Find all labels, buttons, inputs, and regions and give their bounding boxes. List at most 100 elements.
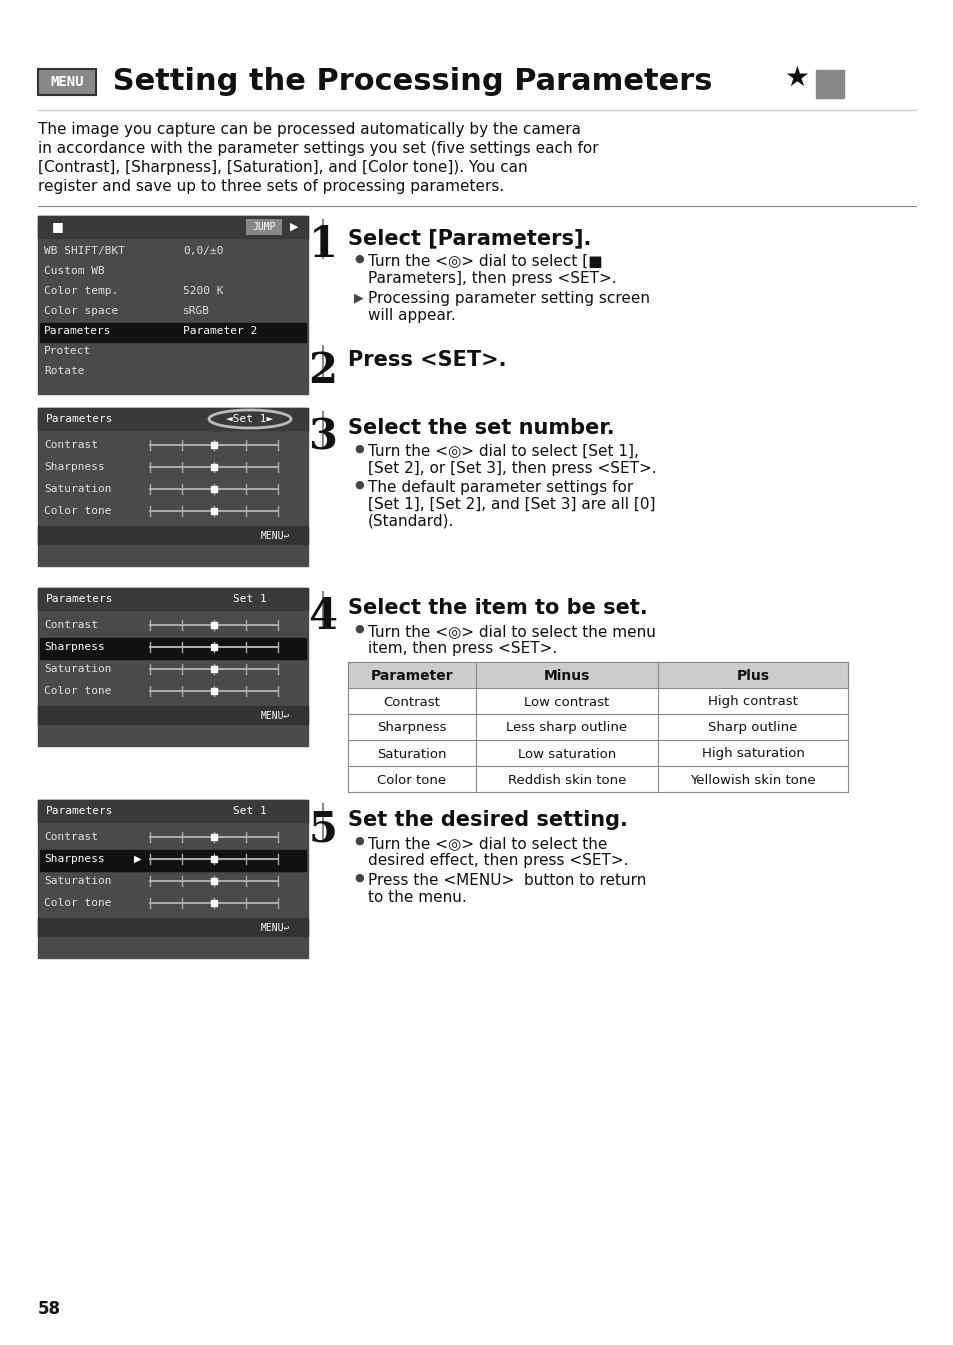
Bar <box>40 323 306 342</box>
Text: Sharpness: Sharpness <box>44 461 105 472</box>
Text: ●: ● <box>354 480 363 490</box>
Text: Less sharp outline: Less sharp outline <box>506 721 627 734</box>
Text: ●: ● <box>354 873 363 884</box>
Text: Contrast: Contrast <box>44 620 98 629</box>
Text: Turn the <◎> dial to select the: Turn the <◎> dial to select the <box>368 837 607 851</box>
Text: Color tone: Color tone <box>44 506 112 516</box>
Text: Color temp.: Color temp. <box>44 286 118 296</box>
Text: WB SHIFT/BKT: WB SHIFT/BKT <box>44 246 125 256</box>
Text: Saturation: Saturation <box>44 484 112 494</box>
Text: ●: ● <box>354 624 363 633</box>
Bar <box>40 638 306 659</box>
Text: Plus: Plus <box>736 668 769 683</box>
Text: Color tone: Color tone <box>44 898 112 908</box>
Text: JUMP: JUMP <box>252 222 275 231</box>
Text: Color space: Color space <box>44 307 118 316</box>
Text: Minus: Minus <box>543 668 590 683</box>
Text: will appear.: will appear. <box>368 308 456 323</box>
Text: Parameters], then press <SET>.: Parameters], then press <SET>. <box>368 270 616 286</box>
Text: 5: 5 <box>308 808 337 850</box>
Text: 0,0/±0: 0,0/±0 <box>183 246 223 256</box>
Text: ◄Set 1►: ◄Set 1► <box>226 414 274 424</box>
Bar <box>246 219 282 235</box>
Text: MENU↩: MENU↩ <box>260 531 290 541</box>
Text: Contrast: Contrast <box>383 695 440 709</box>
Text: sRGB: sRGB <box>183 307 210 316</box>
Bar <box>348 767 847 792</box>
Text: Select the item to be set.: Select the item to be set. <box>348 599 647 617</box>
Bar <box>38 800 308 822</box>
Bar <box>38 217 308 238</box>
Text: ●: ● <box>354 837 363 846</box>
Text: Parameters: Parameters <box>44 325 112 336</box>
Text: MENU: MENU <box>51 75 84 89</box>
Text: in accordance with the parameter settings you set (five settings each for: in accordance with the parameter setting… <box>38 141 598 156</box>
Text: to the menu.: to the menu. <box>368 890 466 905</box>
Text: MENU↩: MENU↩ <box>260 923 290 933</box>
Text: Parameter: Parameter <box>371 668 453 683</box>
Text: 1: 1 <box>308 225 337 266</box>
Text: [Contrast], [Sharpness], [Saturation], and [Color tone]). You can: [Contrast], [Sharpness], [Saturation], a… <box>38 160 527 175</box>
Bar <box>38 217 308 394</box>
Text: High contrast: High contrast <box>707 695 797 709</box>
Text: Sharpness: Sharpness <box>44 642 105 652</box>
Text: Sharpness: Sharpness <box>376 721 446 734</box>
Text: Sharp outline: Sharp outline <box>707 721 797 734</box>
Text: 58: 58 <box>38 1301 61 1318</box>
Text: 4: 4 <box>308 596 337 638</box>
Text: Rotate: Rotate <box>44 366 85 377</box>
Text: Reddish skin tone: Reddish skin tone <box>507 773 625 787</box>
Text: (Standard).: (Standard). <box>368 514 454 529</box>
Text: Turn the <◎> dial to select [■: Turn the <◎> dial to select [■ <box>368 254 602 269</box>
Text: [Set 1], [Set 2], and [Set 3] are all [0]: [Set 1], [Set 2], and [Set 3] are all [0… <box>368 498 655 512</box>
Text: Contrast: Contrast <box>44 833 98 842</box>
Text: Color tone: Color tone <box>377 773 446 787</box>
Text: Parameters: Parameters <box>46 806 113 816</box>
Text: register and save up to three sets of processing parameters.: register and save up to three sets of pr… <box>38 179 504 194</box>
Text: MENU↩: MENU↩ <box>260 712 290 721</box>
Text: ●: ● <box>354 254 363 264</box>
Text: Set the desired setting.: Set the desired setting. <box>348 810 627 830</box>
Bar <box>348 662 847 689</box>
Text: Parameter 2: Parameter 2 <box>183 325 257 336</box>
Text: The image you capture can be processed automatically by the camera: The image you capture can be processed a… <box>38 122 580 137</box>
Text: [Set 2], or [Set 3], then press <SET>.: [Set 2], or [Set 3], then press <SET>. <box>368 461 656 476</box>
Text: The default parameter settings for: The default parameter settings for <box>368 480 633 495</box>
Text: Select [Parameters].: Select [Parameters]. <box>348 229 591 247</box>
Text: Color tone: Color tone <box>44 686 112 695</box>
Bar <box>38 919 308 936</box>
Text: item, then press <SET>.: item, then press <SET>. <box>368 642 557 656</box>
Text: Protect: Protect <box>44 346 91 356</box>
Bar <box>38 588 308 611</box>
Text: Saturation: Saturation <box>44 664 112 674</box>
Bar <box>38 526 308 543</box>
Text: ★: ★ <box>783 65 808 91</box>
Text: desired effect, then press <SET>.: desired effect, then press <SET>. <box>368 853 628 868</box>
Text: 3: 3 <box>308 416 337 459</box>
Text: High saturation: High saturation <box>700 748 803 760</box>
Bar <box>348 740 847 767</box>
Text: 2: 2 <box>308 350 337 391</box>
Text: Sharpness: Sharpness <box>44 854 105 863</box>
Bar <box>38 408 308 430</box>
Text: Select the set number.: Select the set number. <box>348 418 614 438</box>
Text: Yellowish skin tone: Yellowish skin tone <box>689 773 815 787</box>
Bar <box>38 408 308 566</box>
FancyBboxPatch shape <box>38 69 96 95</box>
Text: Custom WB: Custom WB <box>44 266 105 276</box>
Bar <box>40 850 306 872</box>
Bar <box>815 70 843 98</box>
Text: Parameters: Parameters <box>46 414 113 424</box>
Bar <box>38 706 308 724</box>
Text: Set 1: Set 1 <box>233 594 267 604</box>
Text: Setting the Processing Parameters: Setting the Processing Parameters <box>102 67 712 97</box>
Text: ▶: ▶ <box>354 291 363 304</box>
Bar <box>348 689 847 714</box>
Text: ●: ● <box>354 444 363 455</box>
Text: Low saturation: Low saturation <box>517 748 616 760</box>
Text: Press the <MENU>  button to return: Press the <MENU> button to return <box>368 873 646 888</box>
Text: ▶: ▶ <box>133 854 141 863</box>
Bar <box>348 714 847 740</box>
Text: ■: ■ <box>52 221 64 234</box>
Bar <box>38 588 308 746</box>
